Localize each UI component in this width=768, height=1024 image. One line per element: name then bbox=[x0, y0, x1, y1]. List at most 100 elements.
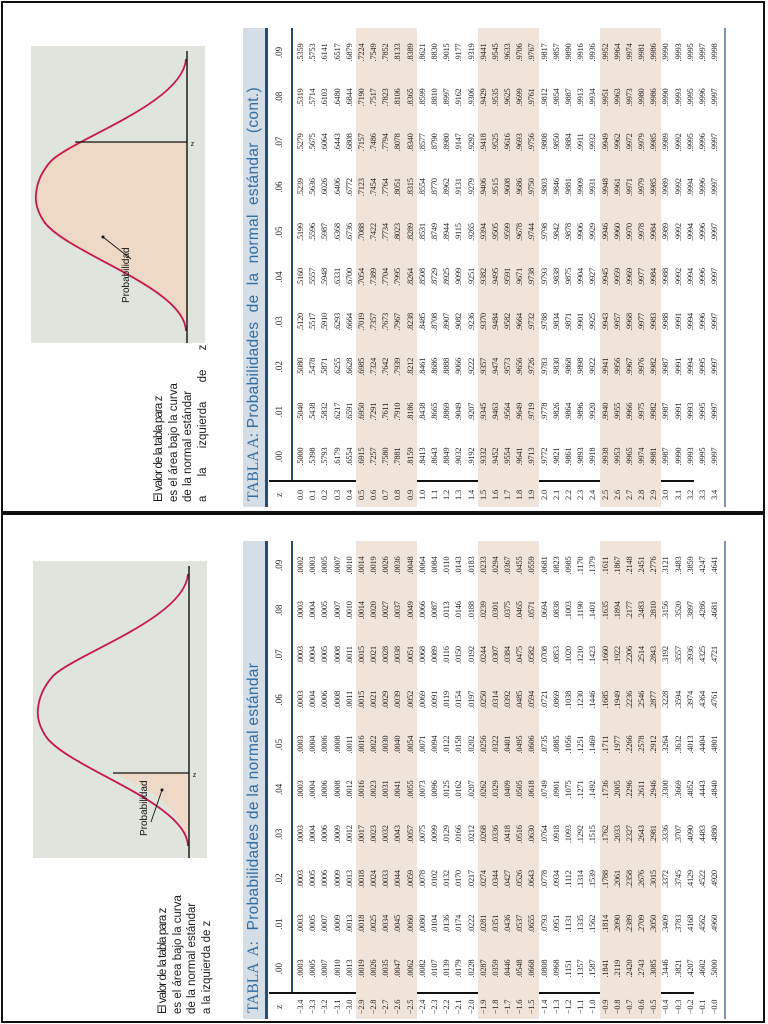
table-row: −1.2 .1151 .1131 .1112 .1093 .1075 .1056 .1038.… bbox=[563, 541, 574, 1019]
probability-cell: .0495 bbox=[515, 735, 525, 754]
probability-cell: .9996 bbox=[697, 178, 707, 197]
table-row: −1.5 .0668 .0655 .0643 .0630 .0618 .0606 .0594.… bbox=[527, 541, 537, 1019]
probability-cell: .0505 bbox=[515, 780, 525, 799]
table-row: 1.5 .9332 .9345 .9357 .9370 .9382 .9394 .9406 .9… bbox=[478, 28, 489, 507]
probability-cell: .4681 bbox=[710, 601, 720, 620]
probability-cell: .8078 bbox=[393, 133, 403, 152]
probability-cell: .0146 bbox=[454, 601, 464, 620]
probability-cell: .2611 bbox=[637, 780, 647, 799]
table-row: −0.6 .2743 .2709 .2676 .2643 .2611 .2578 .2546.… bbox=[637, 541, 647, 1019]
probability-cell: .9066 bbox=[454, 357, 464, 376]
probability-cell: .9983 bbox=[649, 312, 659, 331]
probability-cell: .9418 bbox=[478, 133, 488, 152]
probability-cell: .0003 bbox=[308, 556, 318, 575]
probability-cell: .1711 bbox=[600, 735, 610, 754]
probability-cell: .0192 bbox=[466, 646, 476, 664]
probability-cell: .9803 bbox=[539, 178, 549, 197]
probability-cell: .0392 bbox=[503, 690, 513, 709]
probability-cell: .5239 bbox=[296, 178, 305, 197]
probability-cell: .9192 bbox=[466, 447, 476, 466]
probability-cell: .9452 bbox=[490, 447, 500, 466]
probability-cell: .3557 bbox=[673, 646, 683, 664]
probability-cell: .0009 bbox=[332, 914, 342, 933]
z-axis-marker: z bbox=[192, 771, 197, 779]
probability-cell: .8980 bbox=[442, 133, 452, 152]
probability-cell: .0091 bbox=[429, 690, 439, 709]
probability-cell: .9996 bbox=[697, 223, 707, 241]
probability-cell: .0013 bbox=[344, 870, 354, 888]
probability-cell: .1469 bbox=[588, 735, 598, 754]
z-value-cell: 0.7 bbox=[381, 490, 391, 500]
probability-cell: .5359 bbox=[296, 43, 305, 62]
probability-cell: .9987 bbox=[661, 447, 671, 466]
table-row: 2.1 .9821 .9826 .9830 .9834 .9838 .9842 .9846 .9… bbox=[551, 28, 562, 507]
probability-cell: .7257 bbox=[369, 447, 379, 466]
probability-cell: .0060 bbox=[405, 914, 415, 933]
probability-cell: .3594 bbox=[673, 690, 683, 709]
probability-cell: .9995 bbox=[685, 88, 695, 107]
probability-cell: .9970 bbox=[624, 223, 634, 241]
normal-curve-diagram-positive: Probabilidad z bbox=[31, 46, 205, 343]
probability-cell: .7611 bbox=[381, 402, 391, 421]
probability-cell: .0003 bbox=[296, 735, 305, 754]
table-title-text: Probabilidades de la normal estándar bbox=[245, 662, 262, 931]
probability-cell: .6950 bbox=[356, 402, 366, 421]
column-header: .06 bbox=[274, 181, 284, 193]
probability-table-negative: z .00 .01 .02 .03 .04 .05 .06 .07 .08 .09 −3.4 .0003… bbox=[269, 541, 729, 1019]
probability-cell: .9987 bbox=[661, 357, 671, 376]
probability-cell: .4920 bbox=[710, 870, 720, 888]
probability-cell: .9686 bbox=[515, 178, 525, 197]
probability-cell: .0375 bbox=[503, 601, 513, 620]
probability-cell: .0125 bbox=[442, 780, 452, 799]
probability-cell: .0154 bbox=[454, 690, 464, 709]
table-row: 0.2 .5793 .5832 .5871 .5910 .5948 .5987 .6026 .6… bbox=[320, 28, 330, 507]
probability-cell: .9988 bbox=[661, 312, 671, 331]
probability-cell: .9838 bbox=[551, 268, 561, 286]
probability-cell: .0025 bbox=[369, 914, 379, 933]
probability-cell: .3050 bbox=[649, 914, 659, 933]
probability-label: Probabilidad bbox=[121, 247, 132, 303]
table-bottom-rule bbox=[724, 541, 727, 1019]
probability-cell: .0268 bbox=[478, 825, 488, 844]
probability-cell: .9821 bbox=[551, 447, 561, 466]
table-row: 0.8 .7881 .7910 .7939 .7967 .7995 .8023 .8051 .8… bbox=[393, 28, 403, 507]
probability-cell: .0064 bbox=[417, 556, 427, 575]
column-header: .02 bbox=[274, 873, 284, 885]
probability-cell: .0708 bbox=[539, 646, 549, 664]
probability-cell: .0051 bbox=[405, 646, 415, 664]
probability-cell: .0207 bbox=[466, 780, 476, 799]
probability-cell: .9948 bbox=[600, 178, 610, 197]
table-row: 0.6 .7257 .7291 .7324 .7357 .7389 .7422 .7454 .7… bbox=[369, 28, 379, 507]
probability-cell: .9977 bbox=[637, 312, 647, 331]
probability-cell: .0089 bbox=[429, 646, 439, 664]
z-value-cell: −1.9 bbox=[478, 999, 488, 1015]
probability-cell: .1131 bbox=[563, 915, 573, 933]
probability-cell: .0047 bbox=[393, 959, 403, 978]
probability-cell: .9887 bbox=[563, 88, 573, 107]
probability-cell: .1977 bbox=[612, 735, 622, 754]
z-value-cell: −0.0 bbox=[710, 999, 720, 1015]
probability-cell: .9922 bbox=[588, 357, 598, 376]
probability-cell: .0015 bbox=[356, 646, 366, 664]
z-value-cell: 3.0 bbox=[661, 490, 671, 500]
caption-line: El valor de la tabla para z bbox=[153, 396, 165, 502]
table-row: −0.0 .5000 .4960 .4920 .4880 .4840 .4801 .4761.… bbox=[710, 541, 720, 1019]
probability-cell: .9991 bbox=[673, 357, 683, 376]
probability-cell: .3015 bbox=[649, 870, 659, 888]
probability-cell: .1314 bbox=[576, 870, 586, 888]
probability-cell: .9767 bbox=[527, 43, 537, 62]
table-title-negative: TABLA A: Probabilidades de la normal est… bbox=[245, 663, 263, 1013]
z-value-cell: 0.0 bbox=[296, 490, 305, 500]
probability-cell: .0016 bbox=[356, 780, 366, 799]
table-row: 0.0 .5000 .5040 .5080 .5120 .5160 .5199 .5239 .5… bbox=[296, 28, 306, 507]
probability-cell: .9878 bbox=[563, 223, 573, 241]
probability-cell: .9927 bbox=[588, 268, 598, 286]
table-row: 1.3 .9032 .9049 .9066 .9082 .9099 .9115 .9131 .9… bbox=[454, 28, 464, 507]
probability-cell: .0003 bbox=[296, 959, 305, 978]
probability-cell: .1685 bbox=[600, 690, 610, 709]
probability-cell: .3336 bbox=[661, 825, 671, 844]
probability-cell: .9994 bbox=[685, 178, 695, 197]
probability-cell: .9535 bbox=[490, 88, 500, 107]
probability-cell: .0036 bbox=[393, 556, 403, 575]
probability-cell: .3897 bbox=[685, 601, 695, 620]
